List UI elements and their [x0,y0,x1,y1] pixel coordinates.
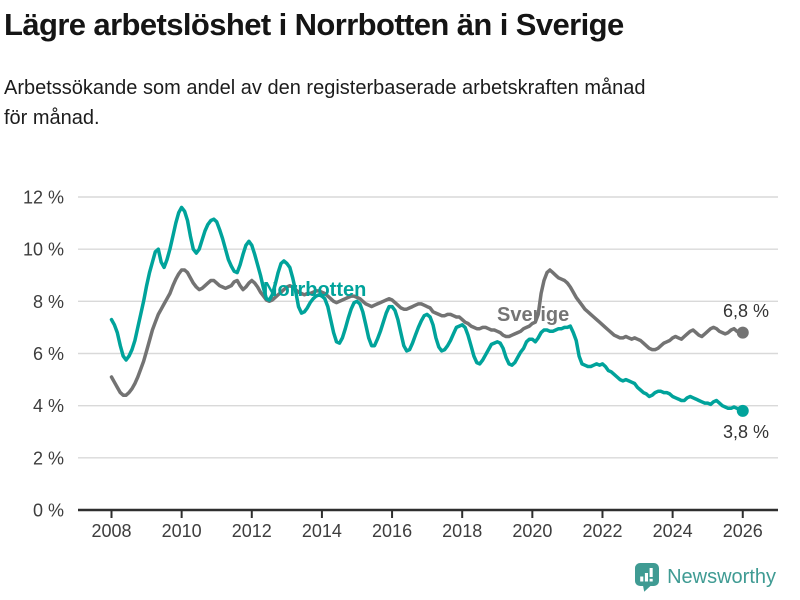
subtitle-line-2: för månad. [4,106,100,129]
newsworthy-logo: Newsworthy [634,562,776,592]
y-axis-label: 8 % [33,292,64,312]
x-axis-label: 2018 [442,521,482,541]
end-value-label-sverige: 6,8 % [723,301,769,321]
x-axis-label: 2020 [512,521,552,541]
subtitle-line-1: Arbetssökande som andel av den registerb… [4,76,646,99]
x-axis-label: 2012 [232,521,272,541]
series-label-sverige: Sverige [497,304,569,326]
y-axis-label: 10 % [23,240,64,260]
y-axis-label: 12 % [23,188,64,208]
chart-subtitle: Arbetssökande som andel av den registerb… [4,73,796,133]
series-line-norrbotten [109,205,745,413]
series-end-dot-norrbotten [736,404,749,417]
x-axis-label: 2010 [162,521,202,541]
x-axis-label: 2014 [302,521,342,541]
series-end-dot-sverige [736,326,749,339]
x-axis-label: 2022 [582,521,622,541]
newsworthy-icon [635,563,660,592]
chart-header: Lägre arbetslöshet i Norrbotten än i Sve… [4,0,796,133]
y-axis-label: 4 % [33,396,64,416]
y-axis-label: 6 % [33,344,64,364]
series-line-sverige [109,268,745,397]
series-label-norrbotten: Norrbotten [263,279,366,301]
y-axis-label: 2 % [33,448,64,468]
x-axis-label: 2016 [372,521,412,541]
x-axis-label: 2024 [653,521,693,541]
chart-title: Lägre arbetslöshet i Norrbotten än i Sve… [4,7,624,42]
x-axis-label: 2026 [723,521,763,541]
y-axis-label: 0 % [33,501,64,521]
x-axis-label: 2008 [91,521,131,541]
newsworthy-wordmark: Newsworthy [667,565,776,588]
end-value-label-norrbotten: 3,8 % [723,422,769,442]
